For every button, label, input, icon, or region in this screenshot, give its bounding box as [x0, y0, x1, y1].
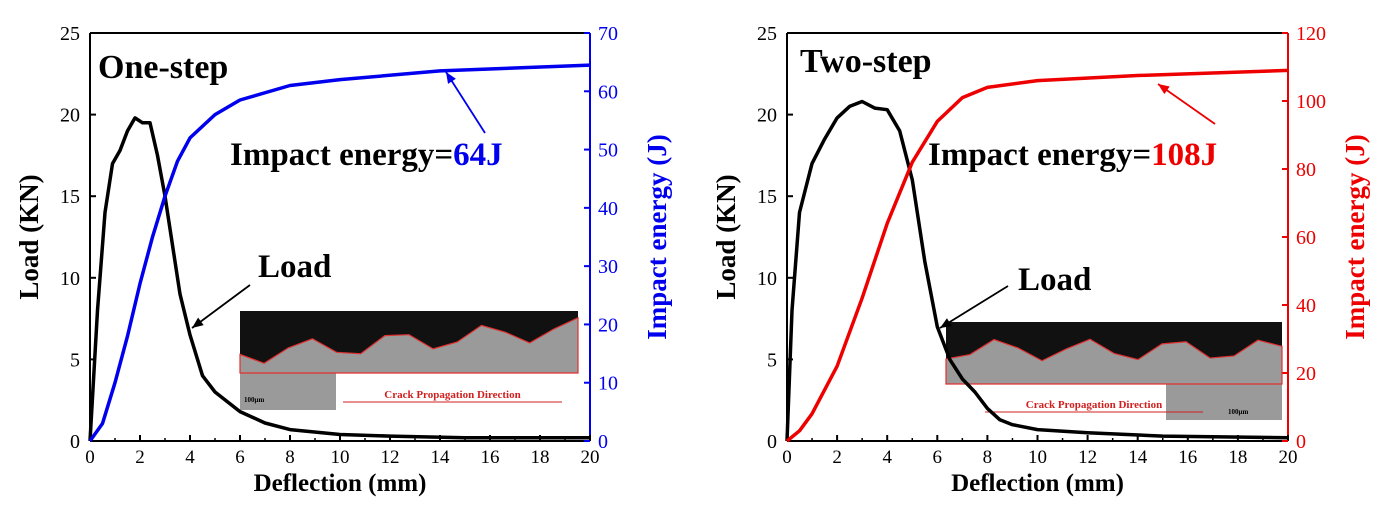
x-tick-label: 4 [185, 447, 195, 468]
x-tick-label: 8 [983, 447, 993, 468]
y2-tick-label: 120 [1296, 23, 1326, 45]
y2-tick-label: 30 [598, 256, 618, 278]
micrograph-inset-part [1166, 384, 1282, 420]
y2-tick-label: 0 [598, 431, 608, 453]
y2-tick-label: 60 [1296, 227, 1316, 249]
energy-annotation-label: Impact energy= [230, 137, 453, 173]
y-tick-label: 20 [757, 105, 777, 127]
x-tick-label: 6 [235, 447, 245, 468]
energy-annotation-value: 108J [1151, 137, 1217, 173]
load-arrow [939, 285, 1009, 329]
load-annotation: Load [258, 249, 331, 285]
x-tick-label: 6 [933, 447, 943, 468]
chart-panel-2: 0 2 4 6 8 10 12 14 16 18 2005101520250204060801001… [711, 23, 1370, 497]
series-line-load [785, 99, 1289, 442]
scale-bar-label: 100μm [244, 396, 264, 404]
series-line-impact-energy [88, 63, 591, 443]
x-tick-label: 12 [381, 447, 400, 468]
energy-arrow-head [446, 72, 456, 84]
energy-annotation: Impact energy=64J [230, 137, 503, 173]
y-tick-label: 0 [767, 431, 777, 453]
energy-annotation-value: 64J [453, 137, 503, 173]
x-tick-label: 14 [431, 447, 451, 468]
energy-annotation-label: Impact energy= [928, 137, 1151, 173]
y-tick-label: 10 [757, 268, 777, 290]
y-tick-label: 15 [757, 186, 777, 208]
scale-bar-label: 100μm [1228, 408, 1248, 416]
chart-title: Two-step [800, 43, 932, 80]
x-tick-label: 10 [1028, 447, 1047, 468]
x-axis-label: Deflection (mm) [951, 470, 1124, 497]
y-tick-label: 15 [60, 186, 80, 208]
y-axis-label: Load (KN) [14, 174, 44, 299]
load-arrow-head [940, 318, 952, 328]
y2-tick-label: 40 [1296, 295, 1316, 317]
y2-tick-label: 10 [598, 373, 618, 395]
chart-title: One-step [98, 49, 228, 86]
y2-tick-label: 0 [1296, 431, 1306, 453]
load-annotation: Load [1018, 262, 1091, 298]
y2-tick-label: 40 [598, 198, 618, 220]
y2-tick-label: 20 [1296, 363, 1316, 385]
y2-tick-label: 70 [598, 23, 618, 45]
y2-tick-label: 80 [1296, 159, 1316, 181]
x-tick-label: 12 [1078, 447, 1097, 468]
x-tick-label: 20 [581, 447, 600, 468]
y-tick-label: 0 [70, 431, 80, 453]
x-tick-label: 0 [85, 447, 95, 468]
x-tick-label: 2 [832, 447, 842, 468]
x-axis-label: Deflection (mm) [254, 470, 427, 497]
series-line-impact-energy [785, 68, 1289, 443]
y-tick-label: 5 [70, 349, 80, 371]
y-tick-label: 5 [767, 349, 777, 371]
y-tick-label: 20 [60, 105, 80, 127]
y-axis-label: Load (KN) [711, 174, 741, 299]
x-tick-label: 14 [1128, 447, 1148, 468]
y2-tick-label: 20 [598, 314, 618, 336]
micrograph-inset-part [240, 373, 336, 410]
series-line-load [88, 116, 590, 442]
x-tick-label: 4 [882, 447, 892, 468]
y-tick-label: 10 [60, 268, 80, 290]
x-tick-label: 2 [135, 447, 145, 468]
chart-panel-1: 0 2 4 6 8 10 12 14 16 18 2005101520250102030405060… [14, 23, 672, 497]
x-tick-label: 16 [1178, 447, 1197, 468]
inset-caption: Crack Propagation Direction [1026, 399, 1162, 411]
fracture-profile [239, 316, 579, 374]
energy-arrow [1157, 83, 1216, 125]
y2-tick-label: 60 [598, 81, 618, 103]
x-tick-label: 8 [285, 447, 295, 468]
load-arrow [191, 284, 251, 329]
y2-tick-label: 50 [598, 140, 618, 162]
y-tick-label: 25 [60, 23, 80, 45]
x-tick-label: 18 [531, 447, 550, 468]
x-tick-label: 10 [331, 447, 350, 468]
x-tick-label: 0 [782, 447, 792, 468]
y-tick-label: 25 [757, 23, 777, 45]
x-tick-label: 20 [1279, 447, 1298, 468]
energy-arrow-head [1158, 84, 1170, 95]
y2-axis-label: Impact energy (J) [1340, 134, 1370, 339]
x-tick-label: 16 [481, 447, 500, 468]
load-arrow-head [192, 317, 204, 328]
energy-arrow [445, 71, 486, 134]
y2-tick-label: 100 [1296, 91, 1326, 113]
x-tick-label: 18 [1228, 447, 1247, 468]
energy-annotation: Impact energy=108J [928, 137, 1217, 173]
y2-axis-label: Impact energy (J) [642, 134, 672, 339]
inset-caption: Crack Propagation Direction [384, 389, 520, 401]
fracture-profile [945, 338, 1283, 385]
